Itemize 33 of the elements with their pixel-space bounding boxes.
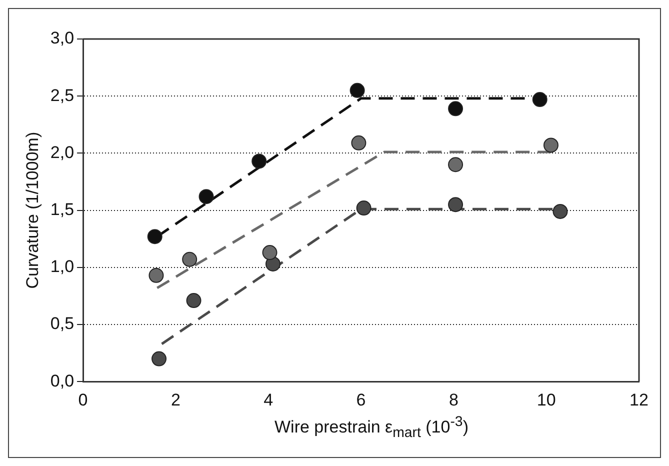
point xyxy=(552,204,568,219)
point xyxy=(532,92,548,108)
y-tick-label: 3,0 xyxy=(50,28,74,48)
y-tick-label: 1,5 xyxy=(50,200,74,219)
point xyxy=(182,252,198,267)
point xyxy=(252,154,267,169)
x-tick-label: 10 xyxy=(536,390,556,410)
x-tick-label: 4 xyxy=(264,390,274,410)
point xyxy=(262,245,278,260)
point xyxy=(543,138,558,153)
y-tick-label: 1,0 xyxy=(50,257,74,276)
y-tick-label: 2,5 xyxy=(50,86,74,105)
x-tick-label: 12 xyxy=(630,390,648,410)
point xyxy=(351,135,366,150)
y-tick-label: 2,0 xyxy=(50,142,74,162)
x-axis-title: Wire prestrain ε$_{mart}$ (10$^{-3}$) xyxy=(274,414,470,442)
y-tick-label: 0,0 xyxy=(50,371,74,390)
point xyxy=(148,268,164,283)
y-tick-label: 0,5 xyxy=(50,314,74,334)
point xyxy=(350,82,365,98)
point xyxy=(448,157,464,172)
point xyxy=(198,189,214,204)
x-tick-label: 6 xyxy=(356,390,366,410)
x-tick-label: 8 xyxy=(448,390,458,410)
point xyxy=(356,200,372,216)
point xyxy=(448,101,464,116)
point xyxy=(152,351,167,366)
x-tick-label: 2 xyxy=(170,390,180,410)
x-tick-label: 0 xyxy=(78,390,88,410)
point xyxy=(186,293,202,308)
y-axis-title: Curvature (1/1000m) xyxy=(22,132,42,289)
point xyxy=(448,197,464,212)
point xyxy=(147,229,162,244)
